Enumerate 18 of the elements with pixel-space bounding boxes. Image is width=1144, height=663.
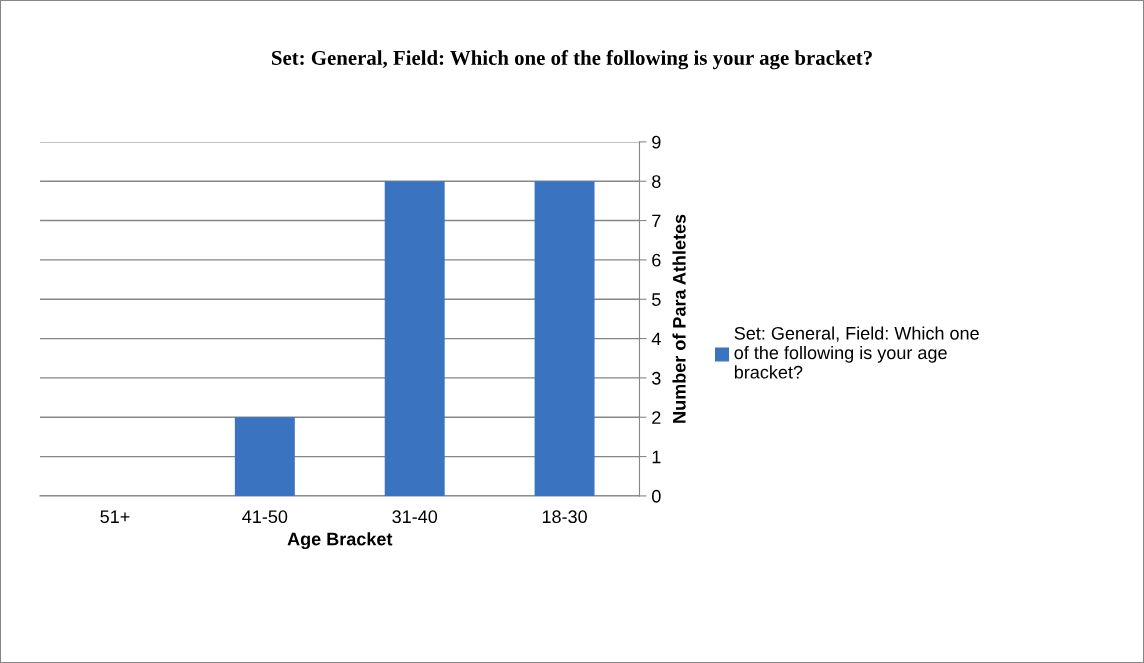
y-axis-title: Number of Para Athletes [672,214,686,423]
legend-label: Set: General, Field: Which one of the following is your age bracket? [734,326,979,379]
y-tick-label: 6 [652,253,661,267]
y-tick-label: 7 [652,214,661,228]
y-tick-label: 1 [652,450,661,464]
x-tick-label: 41-50 [242,510,288,524]
y-tick-label: 9 [652,135,661,149]
y-tick-label: 4 [651,332,661,346]
y-tick-label: 8 [652,175,661,188]
x-tick-label: 51+ [100,510,130,524]
x-axis-title: Age Bracket [287,532,393,550]
x-tick-label: 18-30 [542,510,587,524]
y-tick-label: 2 [652,411,661,424]
y-tick-label: 5 [652,293,661,306]
chart-title: Set: General, Field: Which one of the following is your age bracket? [272,50,872,70]
x-tick-label: 31-40 [392,510,438,524]
y-tick-label: 3 [651,371,661,385]
y-tick-label: 0 [652,489,661,503]
